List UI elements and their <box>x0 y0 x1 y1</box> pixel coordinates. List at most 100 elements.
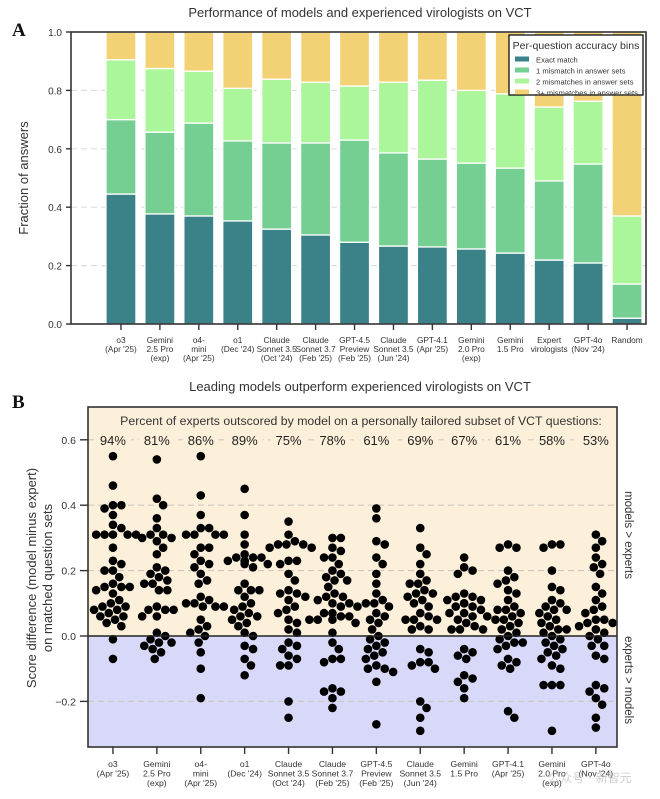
data-point <box>319 687 329 696</box>
bar-segment-2-mismatches-in-answer-sets <box>338 85 371 141</box>
data-point <box>290 576 300 585</box>
bar-segment-2-mismatches-in-answer-sets <box>377 81 410 154</box>
x-tick-label: (Jun '24) <box>404 778 437 788</box>
data-point <box>117 582 126 592</box>
x-tick-label: GPT-4.1 <box>417 335 448 345</box>
percent-outscored-label: 61% <box>363 433 389 448</box>
data-point <box>591 543 601 553</box>
data-point <box>372 589 381 598</box>
x-tick-label: (Dec '24) <box>221 344 255 354</box>
data-point <box>422 576 431 585</box>
data-point <box>591 595 601 605</box>
data-point <box>407 661 417 670</box>
data-point <box>369 651 379 660</box>
data-point <box>553 625 563 634</box>
x-tick-label: GPT-4o <box>574 335 603 345</box>
data-point <box>152 602 162 611</box>
data-point <box>139 579 149 588</box>
data-point <box>539 680 548 690</box>
bar-segment-exact-match <box>494 252 526 325</box>
data-point <box>196 556 206 566</box>
data-point <box>453 569 463 579</box>
data-point <box>424 612 433 621</box>
data-point <box>334 644 344 654</box>
x-tick-label: Claude <box>264 335 291 345</box>
percent-outscored-label: 94% <box>100 433 126 448</box>
x-tick-label: o3 <box>108 759 118 769</box>
data-point <box>284 697 293 706</box>
x-tick-label: (Nov '24) <box>571 344 605 354</box>
data-point <box>240 540 249 549</box>
x-tick-label: Claude <box>302 335 329 345</box>
data-point <box>148 579 157 588</box>
bar-segment-exact-match <box>144 213 176 325</box>
x-tick-label: (exp) <box>147 778 167 788</box>
panel-a-legend: Per-question accuracy bins Exact match 1 … <box>508 34 644 98</box>
data-point <box>240 549 249 559</box>
data-point <box>556 540 565 549</box>
x-tick-label: Preview <box>361 769 392 779</box>
bar-segment-1-mismatch-in-answer-sets <box>144 131 176 215</box>
data-point <box>422 549 431 559</box>
data-point <box>284 517 293 526</box>
region-label-experts-gt-models: experts > models <box>622 636 634 724</box>
bar-segment-2-mismatches-in-answer-sets <box>105 59 137 121</box>
data-point <box>202 621 212 631</box>
data-point <box>503 706 513 716</box>
x-tick-label: Sonnet 3.5 <box>373 344 414 354</box>
x-tick-label: 2.0 Pro <box>458 344 485 354</box>
data-point <box>167 638 176 647</box>
data-point <box>152 628 162 638</box>
data-point <box>321 572 331 582</box>
data-point <box>328 599 337 608</box>
data-point <box>292 589 302 598</box>
bar-segment-3-mismatches-in-answer-sets <box>416 31 449 81</box>
bar-segment-3-mismatches-in-answer-sets <box>222 31 254 90</box>
data-point <box>365 634 375 644</box>
data-point <box>493 605 502 615</box>
y-tick-label: 0.2 <box>61 566 76 578</box>
bar-segment-exact-match <box>105 193 137 325</box>
data-point <box>468 648 477 657</box>
percent-label-bg <box>226 432 263 447</box>
data-point <box>108 500 118 510</box>
data-point <box>114 595 124 605</box>
data-point <box>277 644 287 654</box>
data-point <box>409 615 419 624</box>
data-point <box>336 533 346 543</box>
data-point <box>497 661 507 670</box>
data-point <box>190 599 199 608</box>
data-point <box>100 582 109 592</box>
data-point <box>240 628 249 638</box>
data-point <box>413 579 423 588</box>
x-tick-label: o1 <box>233 335 243 345</box>
data-point <box>290 602 300 611</box>
bar-segment-2-mismatches-in-answer-sets <box>416 79 449 160</box>
data-point <box>591 615 601 624</box>
data-point <box>363 664 373 673</box>
bar-segment-exact-match <box>377 245 410 325</box>
panel-b-ylabel-line2: on matched question sets <box>40 503 55 652</box>
data-point <box>108 543 118 553</box>
x-tick-label: (Apr '25) <box>417 344 449 354</box>
watermark: 公众号 · 新智元 <box>548 770 631 785</box>
bar-segment-exact-match <box>611 317 643 325</box>
bar-segment-1-mismatch-in-answer-sets <box>299 142 332 236</box>
data-point <box>273 608 283 618</box>
data-point <box>461 654 471 664</box>
data-point <box>196 523 206 533</box>
data-point <box>160 605 170 615</box>
data-point <box>415 569 425 579</box>
x-tick-label: o3 <box>116 335 126 345</box>
percent-outscored-label: 69% <box>407 433 433 448</box>
data-point <box>190 549 199 559</box>
data-point <box>244 608 254 618</box>
data-point <box>328 615 337 624</box>
data-point <box>100 566 109 575</box>
data-point <box>219 602 229 611</box>
data-point <box>338 592 348 602</box>
data-point <box>599 684 609 693</box>
percent-label-bg <box>490 432 527 447</box>
bar-segment-3-mismatches-in-answer-sets <box>377 31 410 83</box>
data-point <box>587 641 596 651</box>
